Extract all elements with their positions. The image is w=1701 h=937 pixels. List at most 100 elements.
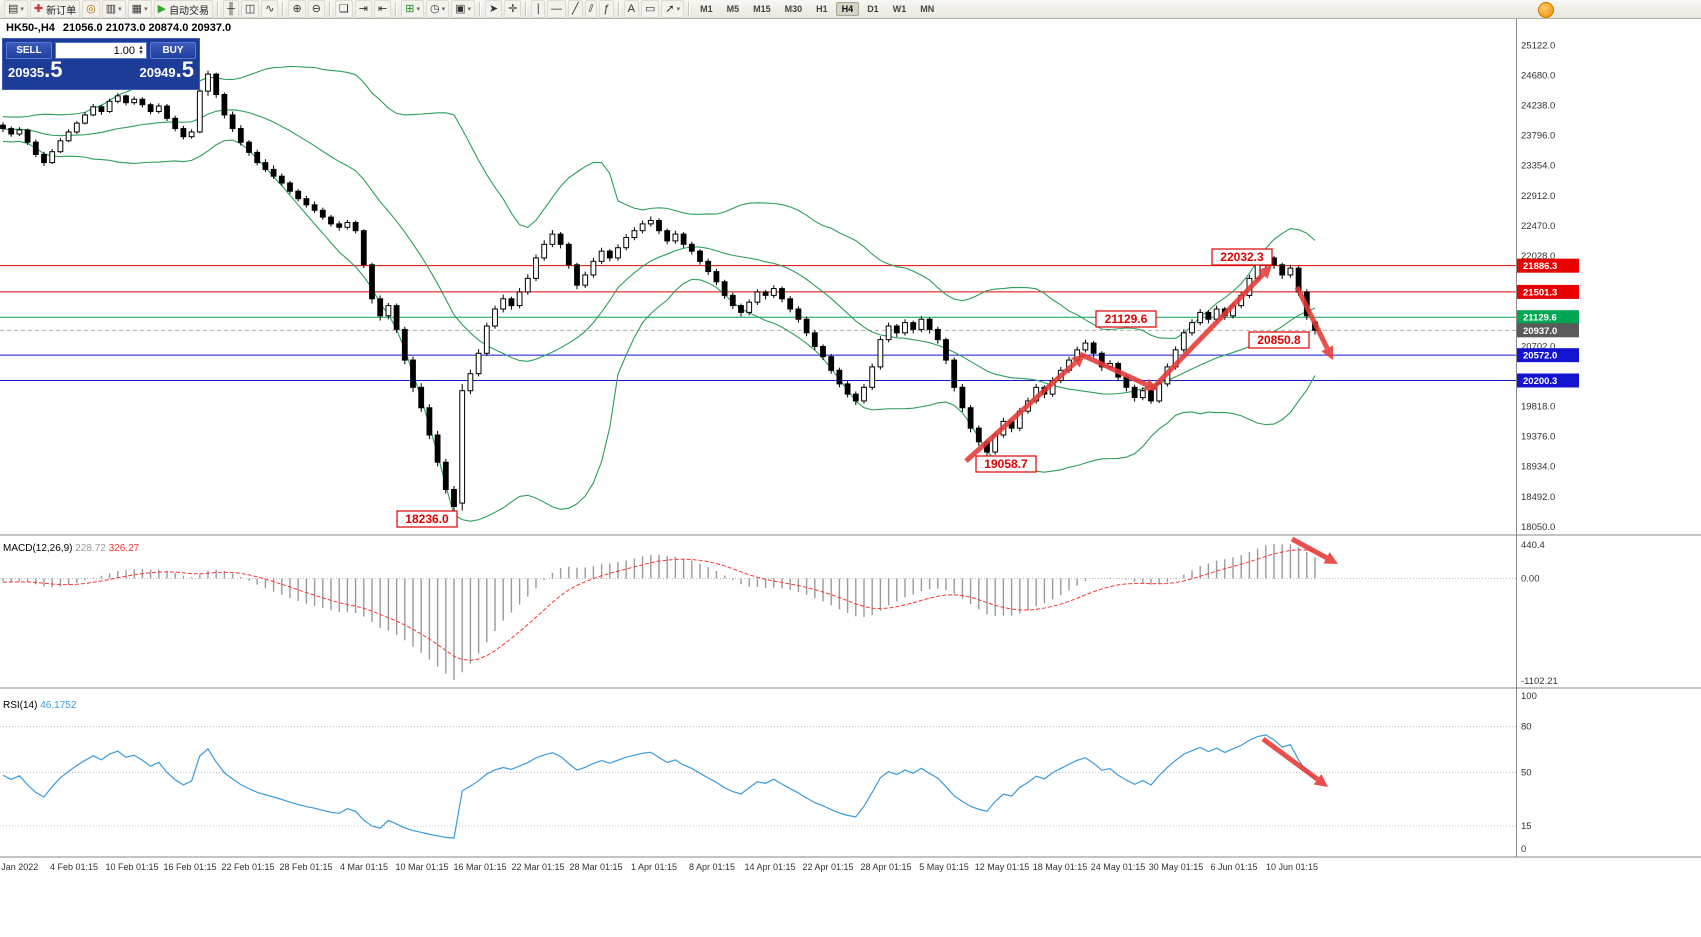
bar-chart-button[interactable]: ╫ <box>223 0 239 18</box>
text-button[interactable]: A <box>623 0 639 18</box>
zoom-in-button[interactable]: ⊕ <box>288 0 306 18</box>
chart-shift-button[interactable]: ⇤ <box>374 0 392 18</box>
candle <box>172 117 179 130</box>
timeframe-h1-button[interactable]: H1 <box>816 4 828 14</box>
timeframe-mn-button[interactable]: MN <box>920 4 935 14</box>
price-annotation-box[interactable] <box>396 510 458 528</box>
candle <box>418 386 425 409</box>
volume-value[interactable]: 1.00 <box>113 44 136 57</box>
candle <box>303 198 310 206</box>
spinner-down-icon[interactable]: ▼ <box>138 49 144 56</box>
trend-arrow[interactable] <box>1290 536 1328 560</box>
candle <box>524 277 531 293</box>
toolbar-separator <box>617 2 620 16</box>
mql5-compass-icon[interactable]: ◎ <box>82 0 100 18</box>
trend-arrow[interactable] <box>1150 272 1265 391</box>
candle <box>24 129 31 143</box>
zoom-out-button[interactable]: ⊖ <box>307 0 325 18</box>
time-label: 4 Feb 01:15 <box>50 862 98 872</box>
timeframe-m5-button[interactable]: M5 <box>726 4 740 14</box>
buy-price[interactable]: 20949.5 <box>139 57 194 82</box>
price-annotation-box[interactable] <box>975 455 1037 473</box>
chevron-down-icon: ▾ <box>441 6 446 13</box>
candle <box>738 305 744 313</box>
rsi-tick: 100 <box>1521 691 1537 702</box>
tile-windows-button[interactable]: ❏ <box>334 0 353 18</box>
algo-trading-icon: ▶ <box>157 2 167 15</box>
timeframe-m15-button[interactable]: M15 <box>753 4 771 14</box>
toolbar-separator <box>688 2 691 16</box>
time-label: 28 Apr 01:15 <box>860 862 911 872</box>
new-chart-button[interactable]: ▤ ▾ <box>4 0 28 18</box>
candle <box>401 328 408 361</box>
trend-arrow[interactable] <box>1261 736 1320 782</box>
chart-canvas[interactable]: 25122.0 24680.0 24238.0 23796.0 23354.0 22912… <box>0 19 1701 937</box>
candlestick-chart-button[interactable]: ◫ <box>240 0 260 18</box>
charts-menu-button[interactable]: ▥ ▾ <box>101 0 126 18</box>
auto-scroll-button[interactable]: ⇥ <box>354 0 373 18</box>
volume-spinner[interactable]: ▲ ▼ <box>138 44 145 56</box>
volume-field[interactable]: 1.00 ▲ ▼ <box>55 42 147 59</box>
timeframe-h4-button[interactable]: H4 <box>835 2 860 16</box>
candle <box>16 129 23 135</box>
price-annotation-box[interactable] <box>1248 331 1310 349</box>
timeframe-w1-button[interactable]: W1 <box>892 4 907 14</box>
templates-button[interactable]: ▣ ▾ <box>451 0 476 18</box>
timeframe-d1-button[interactable]: D1 <box>867 4 879 14</box>
candle <box>910 322 917 330</box>
candle <box>188 131 195 138</box>
candle <box>114 95 121 102</box>
chevron-down-icon: ▾ <box>144 6 148 13</box>
timeframe-m1-button[interactable]: M1 <box>700 4 713 14</box>
indicators-icon: ⊞ <box>405 2 415 15</box>
trend-arrow[interactable] <box>1078 351 1148 387</box>
candle <box>32 141 39 155</box>
line-chart-button[interactable]: ∿ <box>261 0 279 18</box>
sell-price[interactable]: 20935.5 <box>8 57 63 82</box>
indicators-button[interactable]: ⊞ ▾ <box>401 0 424 18</box>
candlestick-chart-icon: ◫ <box>244 2 256 15</box>
spinner-up-icon[interactable]: ▲ <box>138 44 144 51</box>
candle <box>147 104 154 113</box>
price-annotation-box[interactable] <box>1095 310 1157 328</box>
algo-trading-button[interactable]: ▶ 自动交易 <box>153 0 214 18</box>
new-order-button[interactable]: ✚ 新订单 <box>29 0 81 18</box>
profiles-button[interactable]: ▦ ▾ <box>127 0 152 18</box>
cursor-button[interactable]: ➤ <box>485 0 503 18</box>
price-annotation-box[interactable] <box>1211 248 1273 266</box>
mql5-community-icon[interactable] <box>1538 2 1554 18</box>
buy-button[interactable]: BUY <box>150 42 196 59</box>
crosshair-button[interactable]: ✛ <box>504 0 522 18</box>
candle <box>1098 352 1105 368</box>
candle <box>352 222 359 232</box>
toolbar-separator <box>217 2 220 16</box>
periods-button[interactable]: ◷ ▾ <box>425 0 450 18</box>
trend-arrow-head <box>1321 345 1334 360</box>
candle <box>221 94 228 116</box>
rsi-line <box>2 734 1316 839</box>
trendline-button[interactable]: ╱ <box>567 0 583 18</box>
label-button[interactable]: ▭ <box>640 0 660 18</box>
price-tick: 24680.0 <box>1521 70 1555 81</box>
time-label: 5 May 01:15 <box>919 862 969 872</box>
trend-arrow[interactable] <box>964 360 1078 463</box>
text-icon: A <box>627 2 635 15</box>
horizontal-line-button[interactable]: ― <box>546 0 566 18</box>
candle <box>262 162 269 170</box>
candle <box>196 90 203 133</box>
one-click-trading-panel: SELL 1.00 ▲ ▼ BUY 20935.5 20949.5 <box>2 38 200 90</box>
timeframe-m30-button[interactable]: M30 <box>784 4 803 14</box>
trend-arrow[interactable] <box>1294 285 1330 350</box>
vertical-line-button[interactable]: ∣ <box>531 0 545 18</box>
zoom-out-icon: ⊖ <box>311 2 321 15</box>
candle <box>721 281 728 296</box>
profiles-icon: ▦ <box>131 2 143 15</box>
price-badge <box>1517 373 1579 388</box>
sell-button[interactable]: SELL <box>6 42 52 59</box>
price-annotation-text: 19058.7 <box>984 457 1028 471</box>
ohlc-values: 21056.0 21073.0 20874.0 20937.0 <box>62 22 232 34</box>
channel-button[interactable]: ⫽ <box>584 0 598 18</box>
arrows-button[interactable]: ➚ ▾ <box>661 0 685 18</box>
candle <box>442 461 449 490</box>
fibonacci-button[interactable]: ƒ <box>599 0 614 18</box>
